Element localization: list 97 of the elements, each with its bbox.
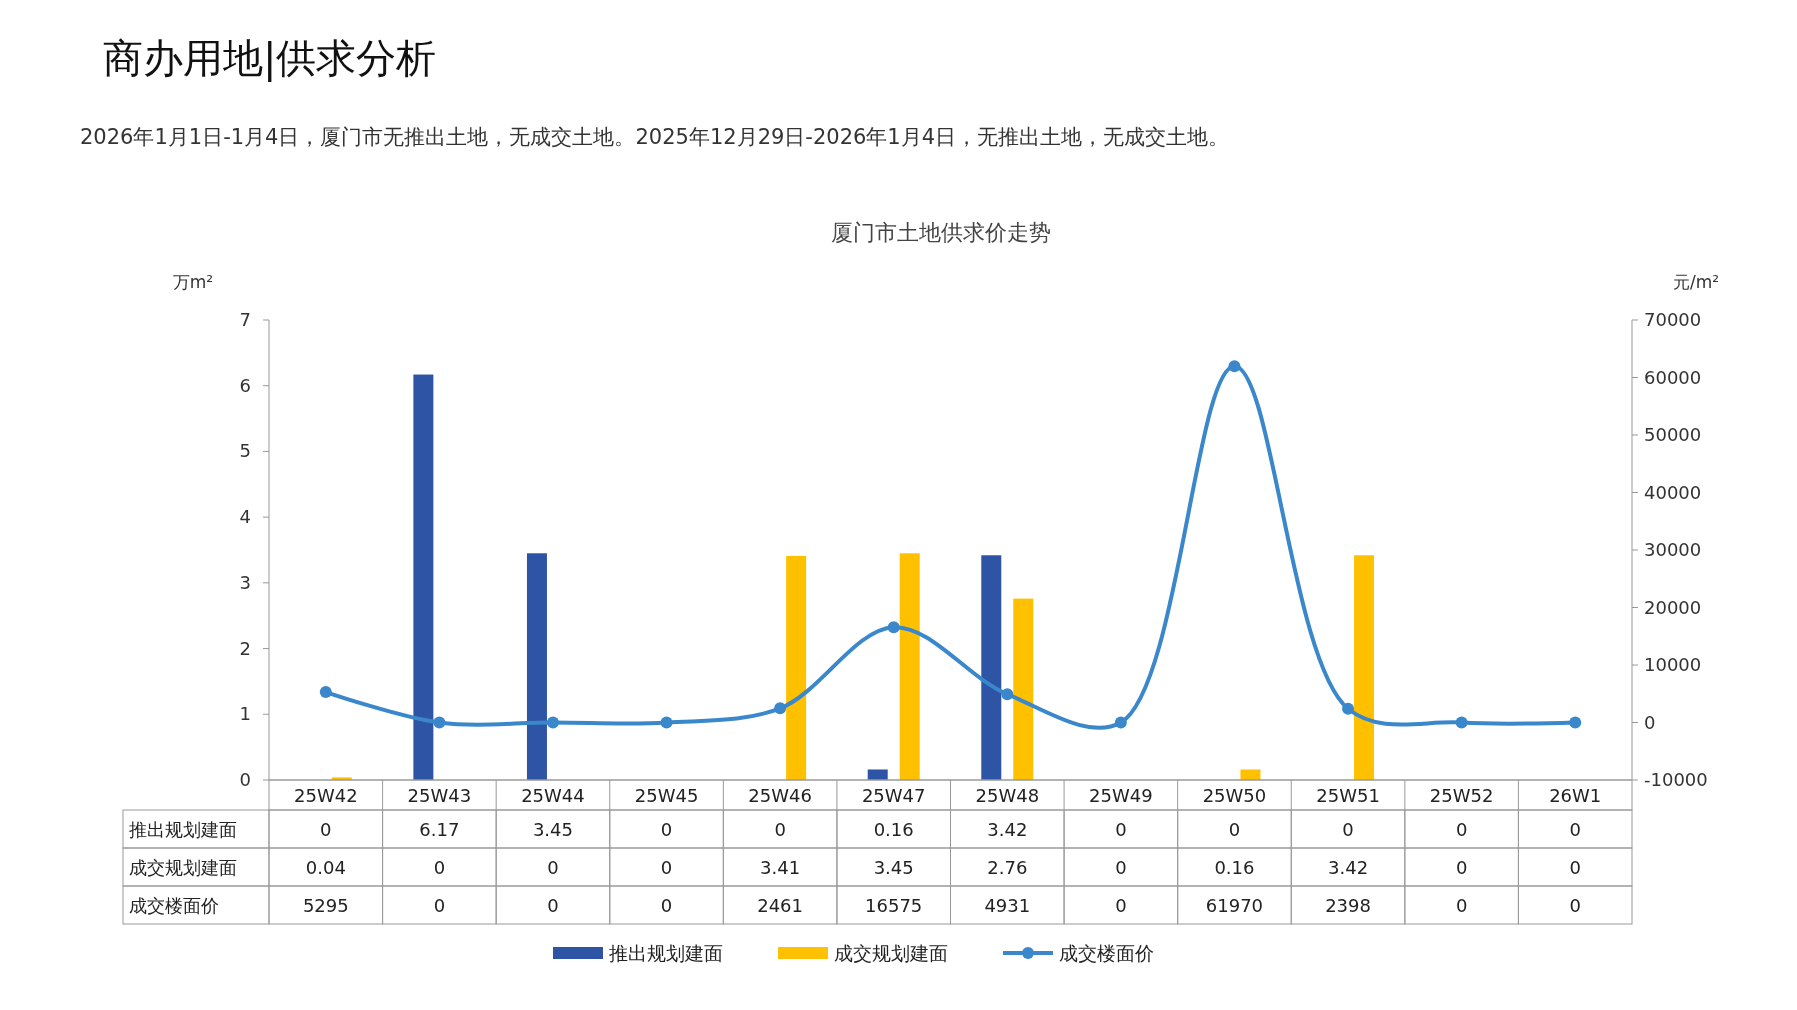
data-label: 3.45 bbox=[873, 857, 914, 878]
x-tick-label: 25W49 bbox=[1089, 785, 1153, 806]
text: 2026年1月1日-1月4日，厦门市无推出土地，无成交土地。2025年12月29日-2026年1月4日，无推出土地，无成交土地。 bbox=[80, 125, 1230, 149]
data-label: 3.42 bbox=[1328, 857, 1369, 878]
data-label: 0 bbox=[660, 819, 673, 840]
bar bbox=[899, 553, 920, 780]
data-label: 2.76 bbox=[987, 857, 1028, 878]
y-axis-title: 万m² bbox=[172, 272, 214, 292]
data-label: 0.16 bbox=[1214, 857, 1255, 878]
y-tick-label: 5 bbox=[239, 440, 251, 462]
data-label: 0.04 bbox=[305, 857, 346, 878]
data-label: 0 bbox=[1455, 895, 1468, 916]
data-label: 0 bbox=[1115, 819, 1127, 840]
legend-label: 成交规划建面 bbox=[834, 942, 948, 964]
data-label: 3.42 bbox=[987, 819, 1028, 840]
point bbox=[546, 716, 559, 729]
point bbox=[1001, 688, 1014, 701]
x-tick-label: 25W47 bbox=[861, 785, 926, 806]
data-label: 61970 bbox=[1205, 895, 1264, 916]
data-label: 0 bbox=[660, 895, 673, 916]
bar bbox=[413, 374, 434, 780]
data-label: 0 bbox=[1569, 895, 1581, 916]
x-tick-label: 25W50 bbox=[1202, 785, 1267, 806]
data-label: 0 bbox=[1228, 819, 1241, 840]
data-label: 0 bbox=[433, 895, 446, 916]
data-label: 0 bbox=[1115, 895, 1127, 916]
data-label: 0 bbox=[1115, 857, 1127, 878]
y2-tick-label: 40000 bbox=[1644, 481, 1702, 503]
legend-label: 成交楼面价 bbox=[1059, 942, 1154, 964]
bar bbox=[981, 555, 1002, 780]
x-tick-label: 25W44 bbox=[521, 785, 585, 806]
data-label: 0 bbox=[1342, 819, 1354, 840]
data-label: 5295 bbox=[302, 895, 349, 916]
data-label: 2398 bbox=[1325, 895, 1371, 916]
chart-title: 厦门市土地供求价走势 bbox=[830, 220, 1051, 245]
bar bbox=[1240, 769, 1261, 780]
y2-axis-title: 元/m² bbox=[1672, 272, 1720, 292]
data-label: 6.17 bbox=[419, 819, 460, 840]
x-tick-label: 25W51 bbox=[1316, 785, 1380, 806]
point bbox=[774, 702, 787, 715]
data-label: 0 bbox=[547, 895, 559, 916]
x-tick-label: 25W45 bbox=[634, 785, 699, 806]
x-tick-label: 25W42 bbox=[293, 785, 358, 806]
bar bbox=[786, 555, 807, 780]
x-tick-label: 25W52 bbox=[1429, 785, 1494, 806]
y2-tick-label: 20000 bbox=[1644, 596, 1702, 618]
bar bbox=[867, 769, 888, 780]
y-tick-label: 6 bbox=[239, 374, 251, 396]
data-label: 0 bbox=[1455, 857, 1468, 878]
point bbox=[1569, 716, 1582, 729]
x-tick-label: 26W1 bbox=[1549, 785, 1602, 806]
y2-tick-label: 70000 bbox=[1644, 309, 1702, 330]
bar bbox=[1013, 598, 1034, 780]
y-tick-label: 2 bbox=[239, 637, 251, 659]
y-tick-label: 7 bbox=[239, 309, 251, 330]
data-label: 2461 bbox=[757, 895, 804, 916]
x-tick-label: 25W43 bbox=[407, 785, 472, 806]
data-label: 0 bbox=[320, 819, 332, 840]
data-label: 0 bbox=[547, 857, 559, 878]
text: 商办用地|供求分析 bbox=[103, 35, 437, 82]
point bbox=[1228, 360, 1241, 373]
point bbox=[1114, 716, 1127, 729]
y-tick-label: 3 bbox=[239, 571, 251, 593]
point bbox=[319, 686, 332, 699]
y2-tick-label: -10000 bbox=[1644, 769, 1708, 790]
y2-tick-label: 10000 bbox=[1644, 654, 1702, 675]
bar bbox=[526, 553, 547, 780]
data-label: 0 bbox=[1455, 819, 1468, 840]
data-label: 0 bbox=[1569, 819, 1581, 840]
point bbox=[660, 716, 673, 729]
y2-tick-label: 30000 bbox=[1644, 539, 1702, 560]
legend-label: 推出规划建面 bbox=[609, 942, 723, 964]
data-label: 0 bbox=[433, 857, 446, 878]
y-tick-label: 4 bbox=[239, 506, 251, 528]
point bbox=[887, 621, 900, 634]
text: 成交楼面价 bbox=[129, 895, 219, 916]
data-label: 16575 bbox=[865, 895, 923, 916]
y2-tick-label: 0 bbox=[1644, 711, 1656, 733]
y-tick-label: 1 bbox=[239, 703, 251, 725]
text: 推出规划建面 bbox=[129, 819, 237, 840]
data-label: 3.41 bbox=[760, 857, 801, 878]
data-label: 0 bbox=[1569, 857, 1581, 878]
x-tick-label: 25W48 bbox=[975, 785, 1040, 806]
bar bbox=[1354, 555, 1375, 780]
x-tick-label: 25W46 bbox=[748, 785, 812, 806]
point bbox=[1342, 702, 1355, 715]
text: 成交规划建面 bbox=[129, 857, 237, 878]
data-label: 0.16 bbox=[873, 819, 914, 840]
y2-tick-label: 60000 bbox=[1644, 366, 1702, 388]
data-label: 0 bbox=[660, 857, 673, 878]
point bbox=[1455, 716, 1468, 729]
point bbox=[433, 716, 446, 729]
y2-tick-label: 50000 bbox=[1644, 424, 1702, 445]
y-tick-label: 0 bbox=[239, 769, 251, 790]
data-label: 3.45 bbox=[532, 819, 573, 840]
data-label: 0 bbox=[774, 819, 786, 840]
data-label: 4931 bbox=[984, 895, 1031, 916]
